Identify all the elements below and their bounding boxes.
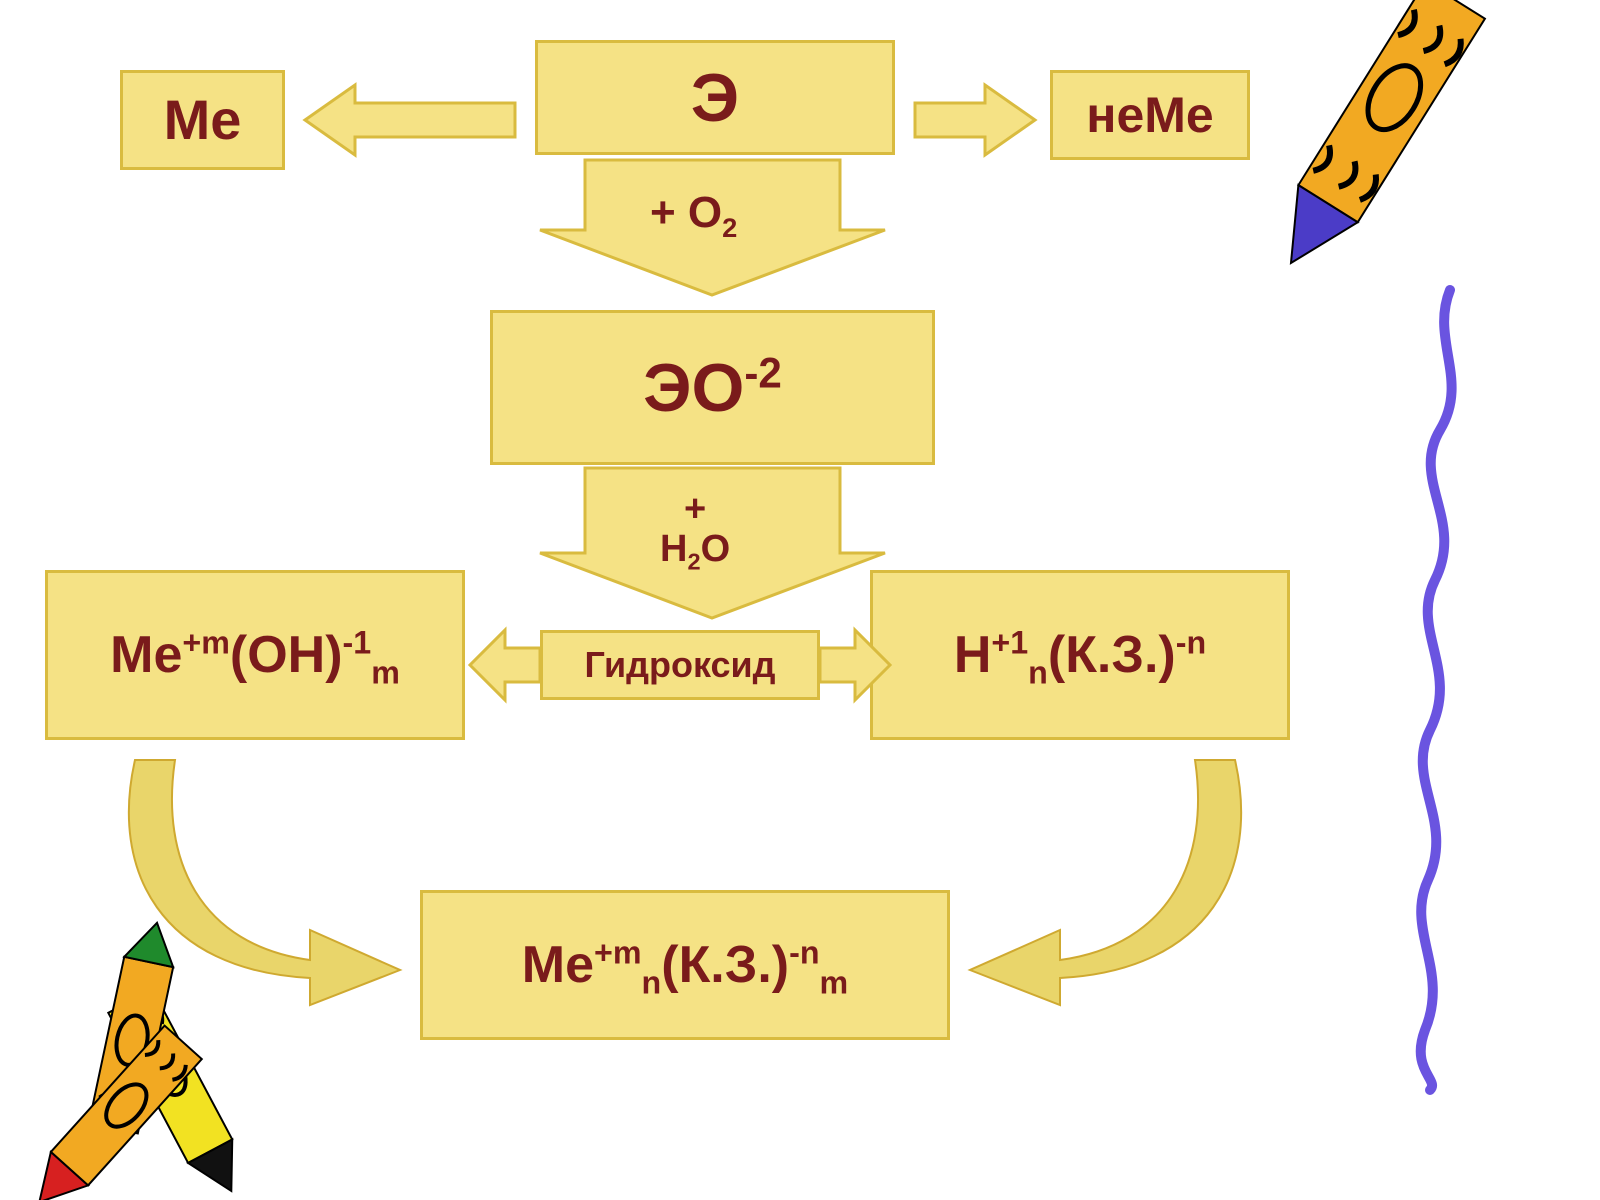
label-h2o: +Н2О bbox=[660, 490, 730, 570]
box-salt: Ме+mn(К.З.)-nm bbox=[420, 890, 950, 1040]
label-neme: неМе bbox=[1086, 90, 1213, 140]
arrow-right-mid bbox=[820, 630, 890, 700]
box-oxide: ЭО-2 bbox=[490, 310, 935, 465]
label-element: Э bbox=[691, 64, 739, 132]
label-salt: Ме+mn(К.З.)-nm bbox=[522, 939, 848, 991]
label-hydroxide: Гидроксид bbox=[584, 647, 775, 683]
arrow-right-top bbox=[915, 85, 1035, 155]
crayons-bottom-icon bbox=[10, 940, 330, 1200]
label-meoh: Ме+m(ОН)-1m bbox=[110, 629, 400, 681]
label-hkz: Н+1n(К.З.)-n bbox=[954, 629, 1206, 681]
squiggle-decoration bbox=[1370, 290, 1490, 1090]
arrow-left-top bbox=[305, 85, 515, 155]
crayon-top-icon bbox=[1230, 0, 1530, 340]
box-neme: неМе bbox=[1050, 70, 1250, 160]
box-element: Э bbox=[535, 40, 895, 155]
label-o2: + О2 bbox=[650, 190, 737, 236]
box-hkz: Н+1n(К.З.)-n bbox=[870, 570, 1290, 740]
label-oxide: ЭО-2 bbox=[643, 354, 782, 422]
label-me: Ме bbox=[164, 92, 242, 148]
arrow-curve-right bbox=[970, 760, 1250, 1000]
box-me: Ме bbox=[120, 70, 285, 170]
box-meoh: Ме+m(ОН)-1m bbox=[45, 570, 465, 740]
arrow-left-mid bbox=[470, 630, 540, 700]
box-hydroxide: Гидроксид bbox=[540, 630, 820, 700]
